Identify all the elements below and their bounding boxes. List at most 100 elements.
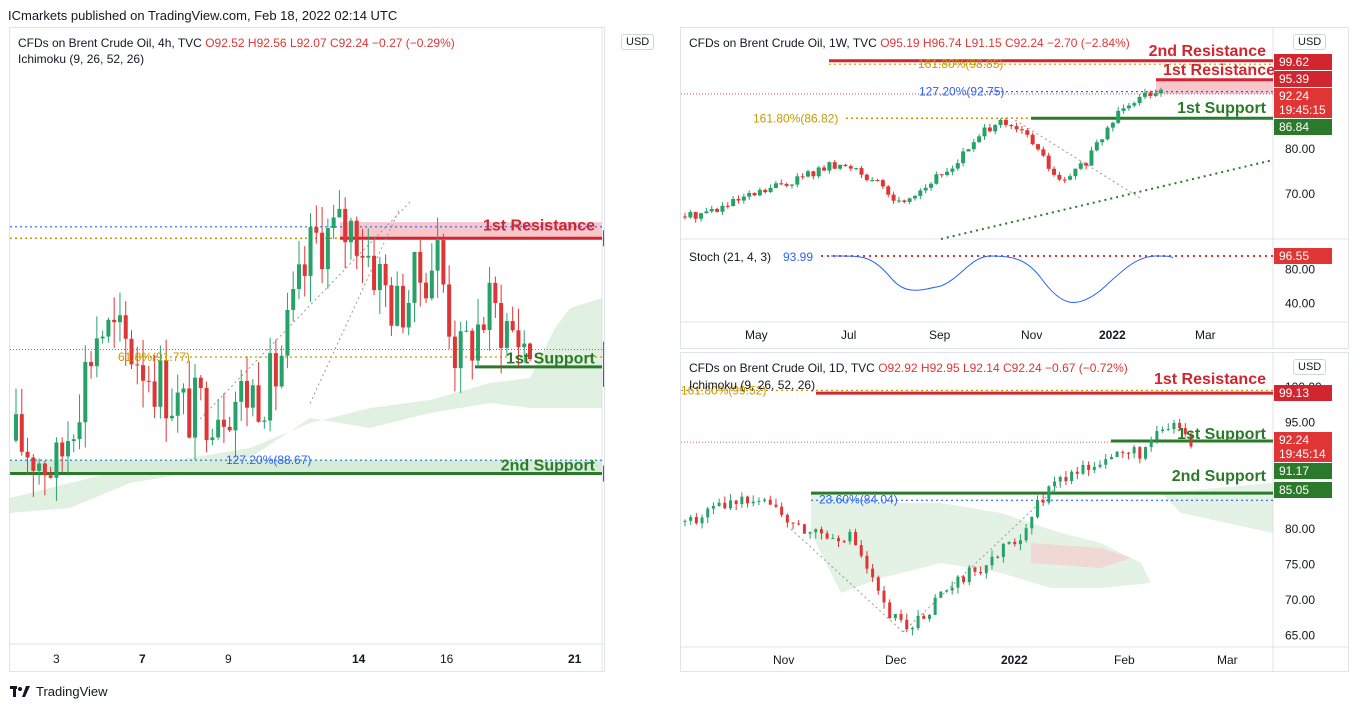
candle-4h-body [268,353,273,421]
candle-1d-body [1092,466,1096,470]
chart-panel-4h[interactable]: 1st Resistance 1st Support 2nd Support 61.8… [9,27,605,672]
candle-4h-body [366,255,371,258]
candle-4h-body [441,240,446,285]
candle-1w-body [848,166,853,169]
candle-1w-body [1116,110,1121,123]
candle-4h-body [504,321,509,348]
candle-1d-body [740,496,744,504]
chart-canvas-4h[interactable]: 1st Resistance 1st Support 2nd Support 61.8… [10,28,604,671]
candle-4h-body [412,251,417,303]
candle-1d-body [933,597,937,615]
candle-1d-body [945,590,949,592]
candle-1d-body [1155,431,1159,440]
chart-panel-1d[interactable]: 1st Resistance 1st Support 2nd Support 161.… [680,352,1349,672]
fib-label-236-1d: 23.60%(84.04) [819,492,898,506]
candle-1d-body [899,613,903,620]
candle-4h-body [65,441,70,457]
candle-1d-body [871,568,875,578]
candle-4h-body [499,302,504,348]
candle-4h-body [198,377,203,388]
candle-1d-body [768,499,772,505]
candle-1w-body [1062,179,1067,181]
fib-label-618-4h: 61.8%(91.77) [118,350,190,364]
candle-1w-body [870,179,875,181]
candle-1d-body [1115,451,1119,457]
candle-1d-body [1144,447,1148,459]
level-sup2-label-4h: 2nd Support [501,458,596,475]
candle-1d-body [1189,434,1193,447]
candle-4h-body [221,419,226,427]
tag-1w-3-price-tag-bg [1274,102,1332,118]
candle-4h-body [470,330,475,361]
indicator-label-4h: Ichimoku (9, 26, 52, 26) [18,52,145,66]
candle-4h-body [383,263,388,286]
candle-1w-body [789,184,794,186]
candle-4h-body [71,439,76,442]
candle-4h-body [106,319,111,337]
ichimoku-cloud-4h [10,298,602,513]
candle-4h-body [302,264,307,276]
tag-1d-0-price-tag-bg [1274,385,1332,401]
candle-1w-body [715,208,720,212]
candle-1w-body [987,127,992,132]
candle-4h-body [331,217,336,229]
fib-label-1618a-1w: 161.80%(98.85) [918,57,1003,71]
candle-1w-body [1078,163,1083,169]
tradingview-brand[interactable]: TradingView [10,684,108,699]
candle-4h-body [19,414,24,452]
candle-1w-body [688,212,693,218]
candle-1d-body [694,517,698,524]
candle-4h-body [424,282,429,299]
candle-4h-body [458,331,463,369]
tag-4h-2-price-tag-bg [603,356,604,373]
fib-label-1272-4h: 127.20%(88.67) [226,453,311,467]
candle-1d-body [922,615,926,619]
price-axis-1w-ytick: 80.00 [1285,142,1315,156]
candle-1d-body [780,506,784,515]
candle-4h-body [337,208,342,218]
price-axis-1d-ytick: 75.00 [1285,558,1315,572]
candle-1w-body [1110,122,1115,128]
chart-panel-1w[interactable]: 2nd Resistance 1st Resistance 1st Support 1… [680,27,1349,349]
tag-1w-3-price-tag: 19:45:15 [1279,103,1326,117]
time-axis-tick-1w: May [745,328,768,342]
candle-1d-body [706,508,710,518]
candle-1d-body [893,613,897,619]
candle-1d-body [1172,422,1176,430]
candle-1d-body [842,541,846,543]
level-res2-label-1w: 2nd Resistance [1149,43,1266,60]
chart-canvas-1w[interactable]: 2nd Resistance 1st Resistance 1st Support 1… [681,28,1348,348]
candle-1d-body [711,505,715,509]
candle-1w-body [1105,127,1110,140]
candle-1d-body [785,514,789,523]
candle-1d-body [859,545,863,556]
stoch-line-1w [830,255,1174,303]
level-sup2-label-1d: 2nd Support [1172,468,1267,485]
candle-1d-body [1007,541,1011,544]
candle-1d-body [808,532,812,534]
tradingview-brand-text: TradingView [36,684,108,699]
chart-canvas-1d[interactable]: 1st Resistance 1st Support 2nd Support 161.… [681,353,1348,671]
price-axis-1d-ytick: 80.00 [1285,522,1315,536]
candle-4h-body [325,228,330,270]
candle-1w-body [757,189,762,196]
candle-4h-body [522,343,527,348]
candle-1w-body [704,211,709,214]
candle-1d-body [1178,422,1182,429]
candle-1d-body [905,619,909,630]
time-axis-tick-4h: 14 [352,652,366,666]
tag-1w-0-price-tag: 99.62 [1279,55,1309,69]
time-axis-tick-4h: 16 [440,652,454,666]
candle-4h-body [285,309,290,356]
ohlc-open-4h: O92.52 [205,36,245,50]
candle-1d-body [910,627,914,630]
time-axis-tick-1w: 2022 [1099,328,1126,342]
currency-button-1w[interactable]: USD [1293,34,1327,50]
currency-button-4h[interactable]: USD [621,34,655,50]
currency-button-1d[interactable]: USD [1293,359,1327,375]
candle-1d-body [956,576,960,588]
candle-1w-body [747,192,752,197]
time-axis-tick-1d: 2022 [1001,653,1028,667]
candle-1d-body [1064,476,1068,482]
ohlc-low-1d: L92.14 [962,361,1000,375]
